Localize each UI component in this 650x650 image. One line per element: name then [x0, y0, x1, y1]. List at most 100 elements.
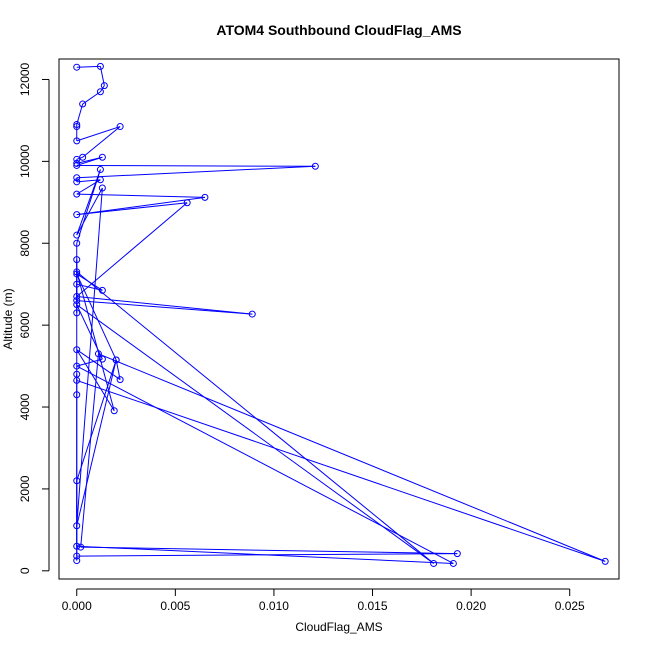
series-segment	[76, 273, 117, 361]
series-segment	[76, 187, 103, 236]
x-tick-label: 0.005	[160, 599, 190, 613]
data-point	[73, 542, 81, 550]
data-point	[73, 522, 81, 530]
series-segment	[76, 165, 316, 179]
data-point	[98, 184, 106, 192]
series-segment	[76, 196, 205, 216]
data-point	[73, 552, 81, 560]
series-segment	[76, 359, 117, 526]
data-point	[98, 286, 106, 294]
series-segment	[76, 304, 103, 360]
data-point	[96, 88, 104, 96]
data-point	[73, 301, 81, 309]
series-segment	[99, 85, 105, 93]
data-point	[311, 162, 319, 170]
series-segment	[76, 304, 434, 564]
data-point	[183, 199, 191, 207]
data-point	[453, 550, 461, 558]
data-point	[73, 161, 81, 169]
x-tick-label: 0.000	[62, 599, 92, 613]
data-point	[116, 123, 124, 131]
data-point	[79, 100, 87, 108]
data-point	[73, 280, 81, 288]
data-point	[98, 355, 106, 363]
data-point	[98, 153, 106, 161]
series-lines	[76, 65, 606, 564]
series-segment	[76, 65, 101, 68]
data-point	[248, 310, 256, 318]
data-point	[201, 193, 209, 201]
y-tick-label: 12000	[18, 62, 32, 96]
data-point	[73, 211, 81, 219]
data-point	[73, 477, 81, 485]
series-segment	[76, 349, 115, 411]
series-segment	[98, 353, 606, 562]
series-segment	[76, 295, 253, 315]
data-point	[73, 256, 81, 264]
series-segment	[76, 300, 253, 315]
series-segment	[76, 379, 606, 562]
data-point	[73, 231, 81, 239]
data-point	[94, 350, 102, 358]
data-point	[73, 63, 81, 71]
x-tick-label: 0.015	[358, 599, 388, 613]
series-segment	[80, 546, 458, 555]
data-point	[73, 123, 81, 131]
data-point	[73, 557, 81, 565]
series-segment	[76, 271, 115, 411]
y-tick-label: 10000	[18, 144, 32, 178]
y-tick-label: 6000	[18, 311, 32, 338]
y-axis-label: Altitude (m)	[1, 288, 15, 349]
series-segment	[82, 126, 121, 158]
data-point	[112, 356, 120, 364]
data-point	[430, 559, 438, 567]
data-point	[79, 153, 87, 161]
plot-frame	[58, 58, 620, 580]
data-point	[73, 309, 81, 317]
series-segment	[76, 365, 454, 564]
data-point	[73, 178, 81, 186]
data-point	[73, 376, 81, 384]
series-segment	[76, 169, 101, 244]
data-point	[449, 559, 457, 567]
x-axis-label: CloudFlag_AMS	[295, 620, 382, 634]
x-axis: 0.000 0.005 0.010 0.015 0.020 0.025	[62, 588, 585, 613]
data-point	[73, 346, 81, 354]
x-tick-label: 0.025	[555, 599, 585, 613]
data-point	[73, 159, 81, 167]
data-point	[77, 543, 85, 551]
series-segment	[76, 553, 458, 557]
series-segment	[76, 126, 121, 142]
series-segment	[76, 193, 205, 198]
data-point	[73, 268, 81, 276]
series-segment	[76, 202, 188, 216]
data-point	[96, 176, 104, 184]
data-point	[73, 270, 81, 278]
data-point	[73, 297, 81, 305]
series-segment	[76, 164, 316, 167]
data-point	[116, 376, 124, 384]
data-point	[73, 239, 81, 247]
y-axis: 0 2000 4000 6000 8000 10000 12000	[18, 62, 50, 574]
series-segment	[80, 353, 99, 548]
series-segment	[82, 91, 101, 105]
data-point	[73, 391, 81, 399]
data-point	[110, 407, 118, 415]
series-segment	[76, 156, 103, 166]
x-tick-label: 0.020	[456, 599, 486, 613]
data-point	[73, 174, 81, 182]
chart-title: ATOM4 Southbound CloudFlag_AMS	[216, 22, 461, 38]
series-segment	[76, 359, 117, 481]
data-point	[601, 557, 609, 565]
data-point	[73, 292, 81, 300]
series-segment	[76, 187, 103, 526]
y-tick-label: 8000	[18, 230, 32, 257]
series-segment	[76, 103, 84, 125]
data-point	[96, 62, 104, 70]
data-point	[73, 362, 81, 370]
data-point	[100, 82, 108, 90]
series-points	[73, 62, 609, 567]
data-point	[73, 190, 81, 198]
data-point	[96, 166, 104, 174]
